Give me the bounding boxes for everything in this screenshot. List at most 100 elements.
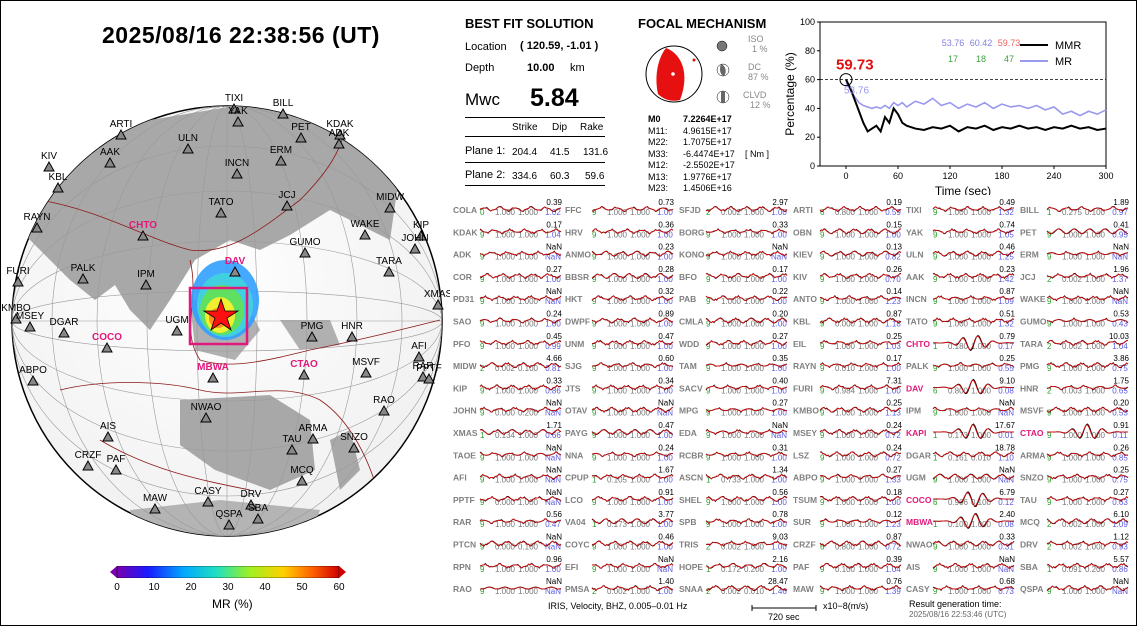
synthetic-trace: [932, 250, 1015, 257]
waveform-variance: 0.41: [1113, 220, 1129, 229]
waveform-param: 1.000: [1085, 520, 1106, 529]
plane1-dip: 41.5: [550, 147, 570, 158]
time-scale-bar: [751, 605, 817, 611]
waveform-station-label: CMLA: [679, 317, 704, 327]
waveform-param: 1.000: [1062, 297, 1083, 306]
station-label: MIDW: [376, 192, 404, 203]
x-tick-label: 180: [994, 171, 1009, 181]
synthetic-trace: [591, 473, 674, 480]
synthetic-trace: [479, 563, 562, 569]
station-dgar: DGAR: [50, 317, 78, 338]
station-triangle-icon: [378, 404, 390, 416]
waveform-station-label: KONO: [679, 250, 705, 260]
synthetic-trace: [819, 362, 902, 368]
station-label: AAK: [100, 147, 120, 158]
station-triangle-icon: [202, 495, 214, 507]
station-palk: PALK: [71, 263, 96, 284]
waveform-param: 9: [820, 565, 825, 574]
waveform-param: 1.000: [948, 230, 969, 239]
waveform-param: 9: [480, 320, 485, 329]
station-tau: TAU: [282, 434, 302, 455]
waveform-param: 1.000: [518, 431, 539, 440]
waveform-param: 9: [706, 409, 711, 418]
waveform-param: 1.000: [948, 275, 969, 284]
waveform-param: 1.00: [657, 364, 673, 373]
moment-value: -2.5502E+17: [683, 160, 735, 170]
waveform-param: 2: [1047, 386, 1052, 395]
waveform-param: 1.000: [858, 453, 879, 462]
waveform-param: 1.000: [721, 364, 742, 373]
waveform-variance: 10.03: [1109, 332, 1130, 341]
synthetic-trace: [479, 586, 562, 590]
waveform-param: 1.33: [885, 476, 901, 485]
waveform-param: 0.63: [1112, 498, 1128, 507]
waveform-cell-anmo: ANMO 0.23 9 1.000 1.000 1.00: [565, 243, 675, 262]
waveform-param: 0.105: [607, 476, 628, 485]
synthetic-trace: [591, 406, 674, 413]
station-triangle-icon: [295, 131, 307, 143]
station-mbwa: MBWA: [197, 362, 229, 383]
colorbar-tick: 20: [185, 582, 197, 593]
station-kip: KIP: [413, 220, 429, 241]
plane1-strike: 204.4: [512, 147, 538, 158]
waveform-param: 0.86: [545, 386, 561, 395]
moment-key: M33:: [648, 148, 669, 159]
waveform-variance: 0.47: [658, 421, 674, 430]
waveform-param: 1.000: [630, 320, 651, 329]
waveform-param: 0.72: [885, 431, 901, 440]
waveform-param: 9: [933, 208, 938, 217]
waveform-cell-arma: ARMA 0.26 9 1.000 1.000 0.85: [1020, 443, 1130, 462]
waveform-param: 0.906: [948, 498, 969, 507]
station-label: KMBO: [1, 303, 31, 314]
waveform-cell-rpn: RPN 0.96 9 1.000 1.000 1.00: [453, 555, 563, 574]
waveform-param: 1.02: [545, 208, 561, 217]
waveform-param: 1.000: [1085, 342, 1106, 351]
waveform-variance: 0.33: [546, 376, 562, 385]
waveform-param: 9: [592, 364, 597, 373]
moment-key: M22:: [648, 137, 669, 147]
plane1-rake: 131.6: [583, 147, 609, 158]
waveform-param: 0.43: [1112, 320, 1128, 329]
waveform-cell-lco: LCO 0.91 9 1.000 1.000 1.00: [565, 488, 675, 507]
waveform-param: 1.000: [518, 275, 539, 284]
waveform-station-label: SUR: [793, 517, 811, 527]
waveform-variance: NaN: [546, 243, 562, 252]
waveform-param: 9: [1047, 320, 1052, 329]
synthetic-trace: [819, 250, 902, 257]
waveform-param: 1.000: [1062, 320, 1083, 329]
generation-time-label: Result generation time:: [909, 599, 1002, 609]
waveform-param: 1.00: [657, 587, 673, 596]
waveform-variance: 0.36: [658, 220, 674, 229]
waveform-param: 1.000: [835, 498, 856, 507]
time-scale-label: 720 sec: [768, 612, 800, 622]
waveform-param: 1.000: [630, 275, 651, 284]
waveform-variance: 0.20: [1113, 399, 1129, 408]
station-label: ABPO: [19, 365, 47, 376]
waveform-station-label: RCBR: [679, 450, 704, 460]
waveform-cell-arti: ARTI 0.19 6 0.800 1.000 0.59: [793, 198, 903, 217]
waveform-param: 0.275: [1062, 208, 1083, 217]
waveform-param: 9: [820, 275, 825, 284]
waveform-param: 1.000: [518, 453, 539, 462]
waveform-param: 1.000: [971, 297, 992, 306]
synthetic-trace: [479, 206, 562, 212]
waveform-station-label: KMBO: [793, 406, 819, 416]
waveform-param: 1.000: [1062, 453, 1083, 462]
waveform-station-label: CHTO: [906, 339, 930, 349]
waveform-param: 1.00: [771, 520, 787, 529]
waveform-param: 1.000: [744, 520, 765, 529]
colorbar-tick: 60: [333, 582, 345, 593]
waveform-variance: 0.15: [886, 220, 902, 229]
waveform-param: 1.00: [771, 565, 787, 574]
synthetic-trace: [591, 317, 674, 324]
station-ipm: IPM: [137, 269, 155, 290]
waveform-param: 1.000: [744, 275, 765, 284]
waveform-variance: 1.89: [1113, 198, 1129, 207]
waveform-param: 1.000: [1062, 498, 1083, 507]
waveform-param: 0.180: [948, 342, 969, 351]
waveform-cell-cpup: CPUP 1.67 1 0.105 1.000 1.00: [565, 466, 675, 485]
plane2-rake: 59.6: [585, 171, 605, 182]
waveform-station-label: LCO: [565, 495, 583, 505]
waveform-station-label: TRIS: [679, 540, 699, 550]
waveform-cell-paf: PAF 0.39 9 0.100 1.000 1.04: [793, 555, 903, 574]
